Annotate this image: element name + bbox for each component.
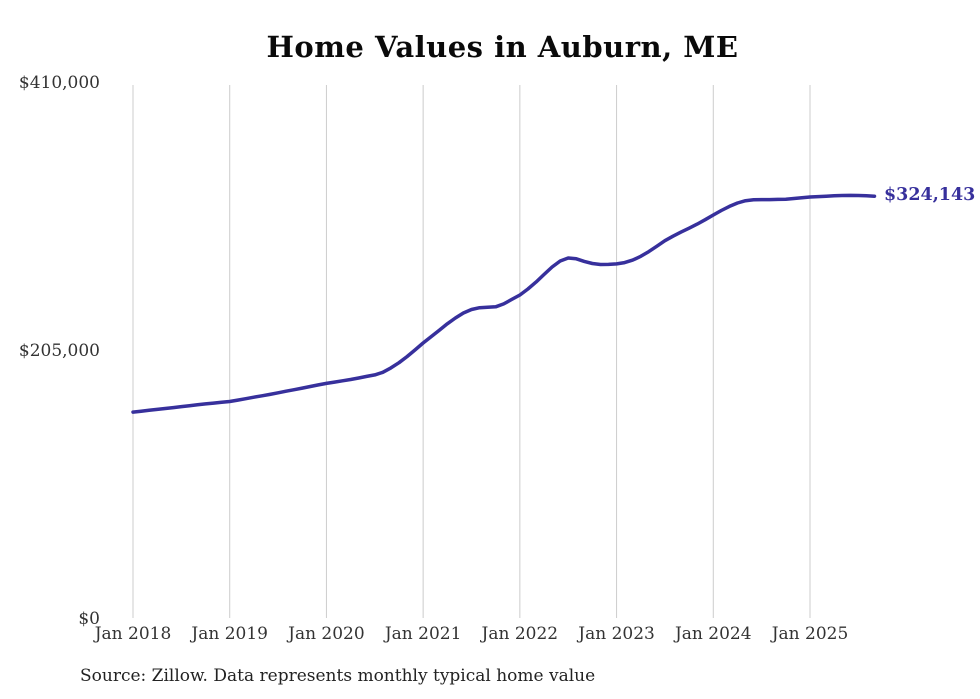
y-tick-label: $205,000 (18, 341, 100, 361)
x-tick-label: Jan 2018 (94, 624, 172, 644)
x-tick-label: Jan 2019 (191, 624, 268, 644)
source-note: Source: Zillow. Data represents monthly … (80, 666, 596, 686)
y-tick-label: $410,000 (18, 73, 100, 93)
x-tick-label: Jan 2020 (288, 624, 365, 644)
current-value-label: $324,143 (884, 185, 976, 205)
x-tick-label: Jan 2022 (481, 624, 559, 644)
x-tick-label: Jan 2024 (674, 624, 752, 644)
x-tick-label: Jan 2021 (384, 624, 462, 644)
y-tick-label: $0 (78, 609, 100, 629)
chart-title: Home Values in Auburn, ME (266, 30, 739, 64)
gridlines (132, 85, 811, 618)
home-value-line (131, 193, 877, 414)
x-tick-label: Jan 2023 (578, 624, 655, 644)
y-axis-labels: $410,000 $205,000 $0 (0, 0, 100, 699)
x-tick-label: Jan 2025 (771, 624, 849, 644)
